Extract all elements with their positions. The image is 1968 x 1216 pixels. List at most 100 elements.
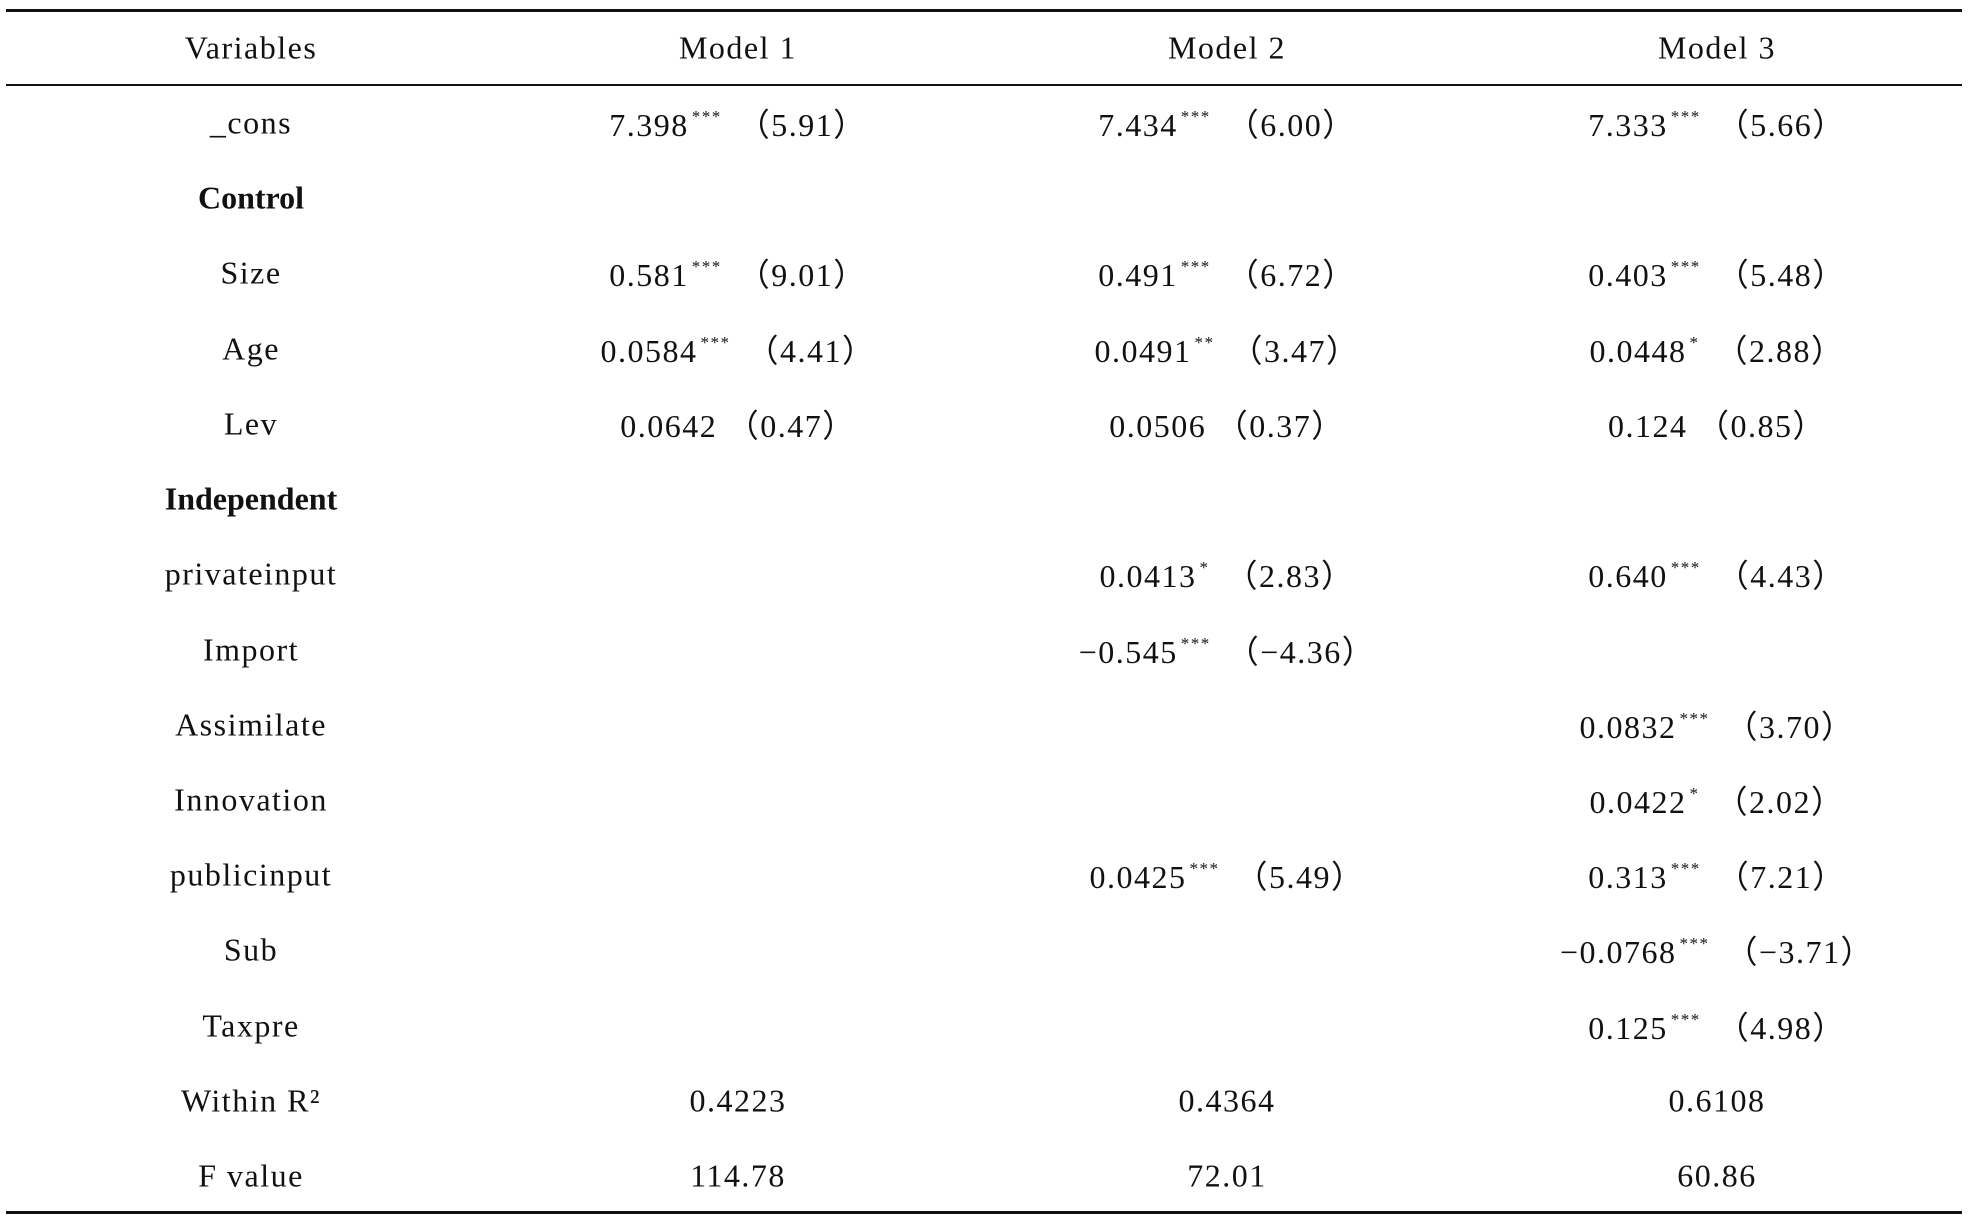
coefficient: 0.581 xyxy=(609,257,689,294)
result-cell: 0.581 *** （9.01） xyxy=(609,250,867,296)
coefficient: 0.4364 xyxy=(1178,1082,1276,1119)
t-statistic: （7.21） xyxy=(1716,859,1846,896)
coefficient: 0.6108 xyxy=(1668,1082,1766,1119)
row-label: _cons xyxy=(209,104,293,141)
row-label: Within R² xyxy=(180,1082,322,1119)
column-header: Variables xyxy=(184,29,318,66)
significance-stars: *** xyxy=(1180,633,1211,653)
coefficient: 0.0642 xyxy=(620,407,718,444)
row-label: Assimilate xyxy=(175,706,327,743)
significance-stars: *** xyxy=(1189,859,1220,879)
coefficient: 0.0832 xyxy=(1579,708,1677,745)
t-statistic: （2.83） xyxy=(1225,558,1355,595)
result-cell: 0.0584 *** （4.41） xyxy=(600,326,875,372)
t-statistic: （4.98） xyxy=(1716,1009,1846,1046)
result-cell: 0.4364 xyxy=(1179,1082,1276,1119)
coefficient: 0.491 xyxy=(1098,257,1178,294)
row-label: F value xyxy=(198,1157,304,1194)
significance-stars: *** xyxy=(1670,107,1701,126)
t-statistic: （3.70） xyxy=(1725,708,1855,745)
t-statistic: （2.88） xyxy=(1715,332,1845,369)
result-cell: −0.545 *** （−4.36） xyxy=(1079,627,1376,673)
t-statistic: （−4.36） xyxy=(1226,633,1376,670)
coefficient: 0.0506 xyxy=(1109,407,1207,444)
row-label: publicinput xyxy=(169,856,333,893)
row-label: Taxpre xyxy=(202,1007,300,1044)
significance-stars: *** xyxy=(691,107,722,126)
coefficient: 7.333 xyxy=(1588,107,1668,143)
row-label: Innovation xyxy=(174,781,328,818)
significance-stars: *** xyxy=(1670,558,1701,578)
result-cell: 0.124 （0.85） xyxy=(1608,401,1826,447)
t-statistic: （5.48） xyxy=(1716,257,1846,294)
section-label: Independent xyxy=(164,480,338,517)
coefficient: 0.4223 xyxy=(689,1082,787,1119)
t-statistic: （0.37） xyxy=(1215,407,1345,444)
t-statistic: （0.47） xyxy=(726,407,856,444)
column-header: Model 2 xyxy=(1167,29,1287,66)
result-cell: 0.0413 * （2.83） xyxy=(1099,551,1354,597)
significance-stars: * xyxy=(1689,332,1700,352)
result-cell: 0.313 *** （7.21） xyxy=(1588,852,1846,898)
result-cell: −0.0768 *** （−3.71） xyxy=(1560,927,1874,973)
coefficient: 0.0491 xyxy=(1094,332,1192,369)
t-statistic: （5.91） xyxy=(737,107,867,143)
t-statistic: （4.41） xyxy=(746,332,876,369)
coefficient: 0.0413 xyxy=(1099,558,1197,595)
coefficient: 0.0448 xyxy=(1589,332,1687,369)
significance-stars: ** xyxy=(1194,332,1215,352)
row-label: Import xyxy=(202,631,300,667)
row-label: Sub xyxy=(223,931,279,968)
result-cell: 0.0422 * （2.02） xyxy=(1589,777,1844,823)
coefficient: 7.434 xyxy=(1098,107,1178,143)
significance-stars: *** xyxy=(700,332,731,352)
result-cell: 0.491 *** （6.72） xyxy=(1098,250,1356,296)
column-header: Model 3 xyxy=(1657,29,1777,66)
significance-stars: * xyxy=(1199,558,1210,578)
t-statistic: （6.72） xyxy=(1226,257,1356,294)
coefficient: 7.398 xyxy=(609,107,689,143)
coefficient: 0.403 xyxy=(1588,257,1668,294)
row-label: Lev xyxy=(223,405,279,442)
header-rule xyxy=(6,84,1962,86)
result-cell: 0.0506 （0.37） xyxy=(1109,401,1345,447)
result-cell: 114.78 xyxy=(690,1158,786,1195)
significance-stars: *** xyxy=(1180,107,1211,126)
result-cell: 7.434 *** （6.00） xyxy=(1098,100,1356,146)
result-cell: 60.86 xyxy=(1677,1158,1757,1195)
significance-stars: *** xyxy=(1670,257,1701,277)
significance-stars: * xyxy=(1689,783,1700,803)
result-cell: 0.0642 （0.47） xyxy=(620,401,856,447)
result-cell: 0.0832 *** （3.70） xyxy=(1579,702,1854,748)
result-cell: 0.6108 xyxy=(1669,1082,1766,1119)
t-statistic: （9.01） xyxy=(737,257,867,294)
row-label: Age xyxy=(222,330,280,367)
bottom-rule xyxy=(6,1211,1962,1214)
coefficient: 0.640 xyxy=(1588,558,1668,595)
result-cell: 7.333 *** （5.66） xyxy=(1588,100,1846,146)
significance-stars: *** xyxy=(691,257,722,277)
result-cell: 0.125 *** （4.98） xyxy=(1588,1003,1846,1049)
top-rule xyxy=(6,9,1962,12)
t-statistic: （2.02） xyxy=(1715,783,1845,820)
coefficient: 0.313 xyxy=(1588,859,1668,896)
column-header: Model 1 xyxy=(678,29,798,66)
coefficient: 0.124 xyxy=(1607,407,1688,444)
coefficient: 0.125 xyxy=(1588,1009,1668,1046)
result-cell: 0.0448 * （2.88） xyxy=(1589,326,1844,372)
t-statistic: （3.47） xyxy=(1230,332,1360,369)
coefficient: −0.0768 xyxy=(1559,934,1677,971)
result-cell: 0.0425 *** （5.49） xyxy=(1089,852,1364,898)
result-cell: 0.640 *** （4.43） xyxy=(1588,551,1846,597)
t-statistic: （5.66） xyxy=(1716,107,1846,143)
t-statistic: （5.49） xyxy=(1235,859,1365,896)
t-statistic: （6.00） xyxy=(1226,107,1356,143)
coefficient: 0.0425 xyxy=(1089,859,1187,896)
significance-stars: *** xyxy=(1679,708,1710,728)
row-label: privateinput xyxy=(164,555,338,592)
significance-stars: *** xyxy=(1670,1009,1701,1029)
coefficient: 114.78 xyxy=(690,1157,786,1194)
result-cell: 0.0491 ** （3.47） xyxy=(1094,326,1359,372)
coefficient: 0.0422 xyxy=(1589,783,1687,820)
